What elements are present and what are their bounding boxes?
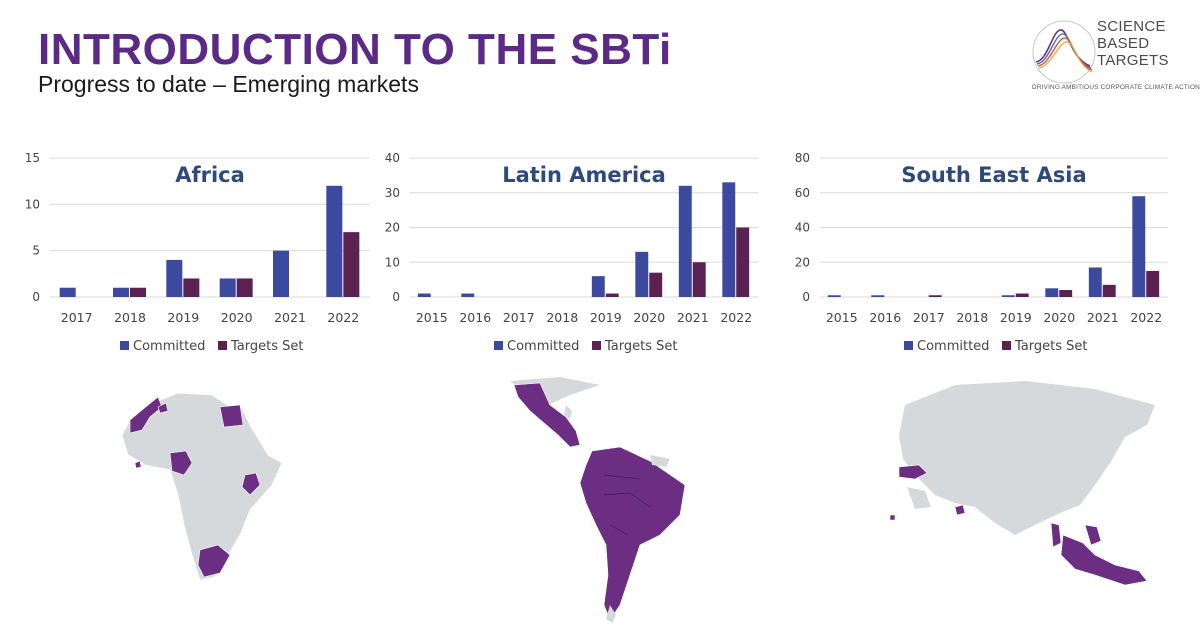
y-tick-label: 0	[802, 290, 810, 304]
x-tick-label: 2019	[1000, 310, 1032, 325]
x-tick-label: 2021	[1087, 310, 1119, 325]
bar-committed	[827, 295, 841, 297]
x-tick-label: 2015	[826, 310, 858, 325]
legend-label: Targets Set	[1014, 339, 1087, 354]
bar-committed	[1045, 288, 1059, 297]
y-tick-label: 0	[392, 290, 400, 304]
legend-swatch	[1002, 341, 1011, 350]
bar-targets-set	[692, 262, 706, 297]
x-tick-label: 2017	[503, 310, 535, 325]
x-tick-label: 2017	[913, 310, 945, 325]
x-tick-label: 2022	[1130, 310, 1162, 325]
chart-svg: 0 10 20 30 40 Latin America 2015 2016 2017 2018 20…	[385, 151, 758, 354]
bar-committed	[722, 182, 736, 297]
legend-label: Committed	[133, 339, 205, 354]
x-tick-label: 2018	[956, 310, 988, 325]
bar-targets-set	[1102, 284, 1116, 297]
bar-committed	[461, 293, 475, 297]
legend-swatch	[592, 341, 601, 350]
bar-committed	[635, 251, 649, 297]
logo-tagline: DRIVING AMBITIOUS CORPORATE CLIMATE ACTI…	[1032, 84, 1200, 91]
chart-south-east-asia: 0 20 40 60 80 South East Asia 2015 2016 2017 2018…	[790, 140, 1170, 370]
x-tick-label: 2022	[720, 310, 752, 325]
bar-targets-set	[1059, 290, 1073, 297]
logo-line-2: BASED	[1097, 35, 1150, 52]
bar-committed	[1132, 196, 1146, 297]
bar-committed	[591, 276, 605, 297]
bar-committed	[1088, 267, 1102, 297]
y-tick-label: 0	[32, 290, 40, 304]
y-tick-label: 10	[25, 197, 40, 211]
chart-title: Latin America	[502, 163, 666, 187]
x-tick-label: 2015	[416, 310, 448, 325]
legend-label: Committed	[917, 339, 989, 354]
bar-committed	[417, 293, 431, 297]
y-tick-label: 20	[385, 221, 400, 235]
bar-targets-set	[130, 287, 146, 297]
bar-committed	[1001, 295, 1015, 297]
x-tick-label: 2019	[167, 310, 199, 325]
x-tick-label: 2017	[61, 310, 93, 325]
x-tick-label: 2018	[114, 310, 146, 325]
logo-wordmark: SCIENCE BASED TARGETS	[1097, 18, 1169, 69]
logo-line-1: SCIENCE	[1097, 18, 1166, 35]
bar-committed	[166, 259, 183, 297]
bar-committed	[113, 287, 129, 297]
chart-latin-america: 0 10 20 30 40 Latin America 2015 2016 2017 2018 20…	[385, 140, 768, 370]
y-tick-label: 5	[32, 244, 40, 258]
page-title: INTRODUCTION TO THE SBTi	[38, 25, 672, 74]
x-tick-label: 2016	[869, 310, 901, 325]
sbti-logo-icon	[1032, 20, 1096, 84]
bar-committed	[219, 278, 236, 297]
legend-swatch	[120, 341, 129, 350]
legend-swatch	[494, 341, 503, 350]
chart-svg: 0 20 40 60 80 South East Asia 2015 2016 2017 2018…	[795, 151, 1168, 354]
bar-committed	[871, 295, 885, 297]
legend-swatch	[904, 341, 913, 350]
bar-committed	[273, 250, 289, 297]
x-tick-label: 2018	[546, 310, 578, 325]
chart-africa: 0 5 10 15 Africa 2017 2018 2019 2020 2021 2022 Comm…	[20, 140, 400, 370]
y-tick-label: 60	[795, 186, 810, 200]
asia-map	[889, 381, 1155, 586]
bar-targets-set	[236, 278, 253, 297]
bar-targets-set	[1015, 293, 1029, 297]
x-tick-label: 2016	[459, 310, 491, 325]
bar-targets-set	[649, 272, 663, 297]
logo-line-3: TARGETS	[1097, 52, 1169, 69]
chart-title: South East Asia	[901, 163, 1086, 187]
x-tick-label: 2020	[221, 310, 253, 325]
x-tick-label: 2021	[274, 310, 306, 325]
legend-swatch	[218, 341, 227, 350]
africa-map	[121, 392, 283, 581]
y-tick-label: 80	[795, 151, 810, 165]
bar-targets-set	[343, 232, 360, 297]
x-tick-label: 2020	[1043, 310, 1075, 325]
latin-america-map	[510, 377, 686, 623]
x-tick-label: 2019	[590, 310, 622, 325]
bar-targets-set	[183, 278, 200, 297]
x-tick-label: 2020	[633, 310, 665, 325]
page-subtitle: Progress to date – Emerging markets	[38, 71, 419, 97]
chart-svg: 0 5 10 15 Africa 2017 2018 2019 2020 2021 2022 Comm…	[25, 151, 370, 354]
y-tick-label: 40	[795, 221, 810, 235]
legend-label: Committed	[507, 339, 579, 354]
bar-committed	[678, 185, 692, 297]
legend-label: Targets Set	[604, 339, 677, 354]
bar-targets-set	[736, 227, 750, 297]
bar-targets-set	[605, 293, 619, 297]
x-tick-label: 2021	[677, 310, 709, 325]
y-tick-label: 20	[795, 255, 810, 269]
legend-label: Targets Set	[230, 339, 303, 354]
y-tick-label: 40	[385, 151, 400, 165]
y-tick-label: 30	[385, 186, 400, 200]
bar-committed	[59, 287, 76, 297]
y-tick-label: 15	[25, 151, 40, 165]
x-tick-label: 2022	[327, 310, 359, 325]
chart-title: Africa	[175, 163, 245, 187]
bar-committed	[326, 185, 343, 297]
bar-targets-set	[928, 295, 942, 297]
y-tick-label: 10	[385, 255, 400, 269]
bar-targets-set	[1146, 270, 1160, 297]
